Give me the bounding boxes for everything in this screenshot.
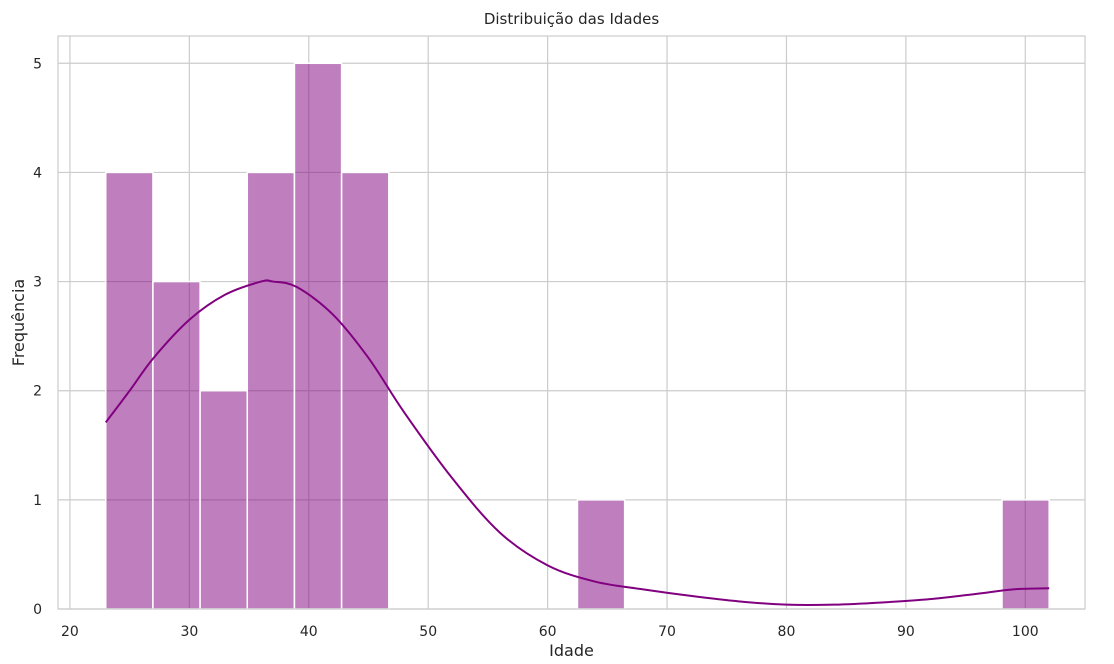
x-axis-label: Idade [549, 641, 594, 660]
y-tick-label: 4 [33, 165, 42, 181]
histogram-bar [152, 280, 201, 610]
y-tick-label: 0 [33, 602, 42, 618]
histogram-bar [576, 499, 626, 610]
y-tick-label: 2 [33, 384, 42, 400]
x-tick-label: 60 [539, 624, 557, 640]
histogram-bar [340, 171, 390, 610]
histogram-bar [293, 62, 343, 610]
histogram-bar [199, 389, 249, 610]
x-tick-label: 30 [180, 624, 198, 640]
x-tick-label: 20 [61, 624, 79, 640]
x-tick-label: 80 [778, 624, 796, 640]
histogram-bars [105, 62, 1050, 610]
x-tick-label: 50 [419, 624, 437, 640]
y-tick-label: 3 [33, 275, 42, 291]
y-tick-label: 1 [33, 493, 42, 509]
plot-frame [57, 35, 1086, 610]
x-tick-label: 100 [1012, 624, 1039, 640]
x-tick-label: 90 [897, 624, 915, 640]
histogram-bar [246, 171, 296, 610]
histogram-bar [1001, 499, 1050, 610]
y-axis-label: Frequência [9, 279, 28, 366]
y-tick-label: 5 [33, 56, 42, 72]
x-tick-label: 70 [658, 624, 676, 640]
x-tick-label: 40 [300, 624, 318, 640]
y-tick-labels: 0 1 2 3 4 5 [33, 56, 42, 618]
kde-curve [104, 279, 1050, 606]
x-tick-labels: 20 30 40 50 60 70 80 90 100 [61, 624, 1039, 640]
chart-title: Distribuição das Idades [484, 10, 660, 28]
